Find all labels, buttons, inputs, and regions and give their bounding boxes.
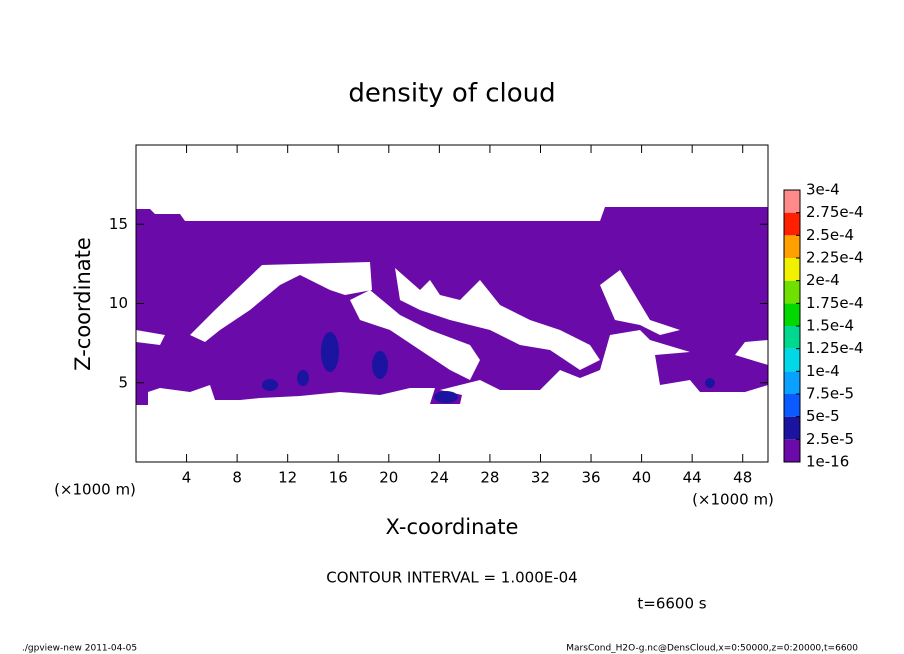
y-axis-label: Z-coordinate (71, 237, 95, 371)
x-tick-label: 4 (182, 469, 192, 487)
contour-region (372, 351, 388, 379)
footer-left: ./gpview-new 2011-04-05 (22, 644, 137, 654)
colorbar-band (784, 190, 800, 213)
colorbar-band (784, 416, 800, 440)
x-tick-label: 16 (329, 469, 348, 487)
colorbar-band (784, 280, 800, 304)
x-tick-label: 44 (683, 469, 702, 487)
y-tick-label: 10 (109, 294, 128, 312)
y-tick-label: 15 (109, 215, 128, 233)
gap (395, 268, 600, 370)
chart-title: density of cloud (348, 79, 555, 109)
time-label: t=6600 s (637, 595, 706, 613)
colorbar-band (784, 439, 800, 462)
colorbar-band (784, 348, 800, 372)
colorbar-label: 1e-4 (806, 362, 840, 380)
colorbar-band (784, 371, 800, 394)
x-unit: (×1000 m) (692, 491, 774, 509)
contour-region (434, 391, 458, 403)
x-tick-label: 24 (430, 469, 449, 487)
colorbar-label: 5e-5 (806, 407, 840, 425)
colorbar-band (784, 303, 800, 326)
contour-region (705, 378, 715, 388)
colorbar-label: 2e-4 (806, 271, 840, 289)
contour-region (321, 332, 339, 372)
contour-regions (136, 207, 768, 405)
colorbar-label: 2.25e-4 (806, 249, 864, 267)
x-tick-label: 40 (632, 469, 651, 487)
colorbar-band (784, 394, 800, 417)
x-tick-label: 32 (531, 469, 550, 487)
x-tick-label: 20 (379, 469, 398, 487)
x-axis-label: X-coordinate (386, 515, 519, 539)
contour-interval: CONTOUR INTERVAL = 1.000E-04 (326, 569, 577, 587)
x-tick-label: 8 (232, 469, 242, 487)
contour-region (262, 379, 278, 391)
colorbar-band (784, 235, 800, 258)
gap (350, 290, 480, 380)
colorbar-band (784, 258, 800, 281)
gap (136, 330, 165, 345)
x-tick-label: 36 (581, 469, 600, 487)
gap (190, 262, 372, 342)
colorbar-label: 2.5e-4 (806, 226, 854, 244)
x-unit: (×1000 m) (54, 481, 136, 499)
x-tick-label: 28 (480, 469, 499, 487)
y-tick-label: 5 (118, 373, 128, 391)
contour-region (297, 370, 309, 386)
colorbar-label: 1.75e-4 (806, 294, 864, 312)
colorbar-label: 3e-4 (806, 181, 840, 199)
colorbar-band (784, 212, 800, 236)
colorbar-label: 7.5e-5 (806, 385, 854, 403)
colorbar-band (784, 326, 800, 349)
colorbar-label: 1e-16 (806, 453, 849, 471)
gap (600, 270, 680, 335)
colorbar-label: 2.75e-4 (806, 203, 864, 221)
colorbar-label: 2.5e-5 (806, 430, 854, 448)
colorbar-label: 1.5e-4 (806, 317, 854, 335)
colorbar-label: 1.25e-4 (806, 339, 864, 357)
x-tick-label: 48 (733, 469, 752, 487)
footer-right: MarsCond_H2O-g.nc@DensCloud,x=0:50000,z=… (566, 644, 858, 654)
x-tick-label: 12 (278, 469, 297, 487)
